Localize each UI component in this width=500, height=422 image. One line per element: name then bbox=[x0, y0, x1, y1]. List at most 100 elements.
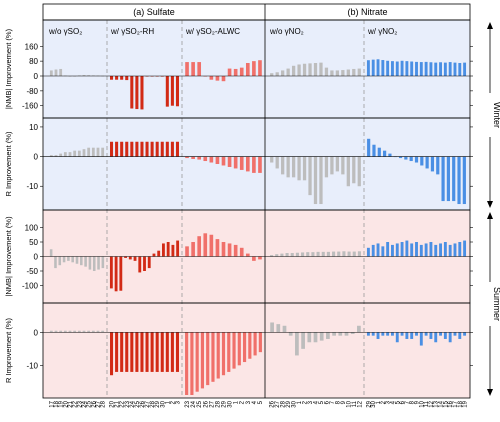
bar-summer-nmb-sulfate-rh-0 bbox=[119, 256, 123, 291]
bar-winter-nmb-sulfate-rh-0 bbox=[130, 76, 134, 109]
bar-winter-r-nitrate-g-0 bbox=[430, 156, 435, 172]
bar-winter-r-nitrate-0 bbox=[291, 156, 296, 178]
group-label-sulfate-0: w/o γSO₂ bbox=[48, 27, 82, 36]
bar-winter-r-sulfate-alwc-0 bbox=[239, 156, 244, 170]
bar-winter-nmb-sulfate-alwc-0 bbox=[252, 61, 256, 76]
bar-winter-nmb-nitrate-0 bbox=[313, 63, 318, 76]
bar-winter-r-nitrate-0 bbox=[313, 156, 318, 205]
bar-winter-r-nitrate-g-0 bbox=[377, 147, 381, 157]
header-band bbox=[42, 3, 471, 21]
x-tick-label: 25 bbox=[87, 400, 93, 407]
bar-winter-nmb-sulfate-rh-0 bbox=[115, 76, 119, 80]
bar-summer-r-sulfate-rh-0 bbox=[145, 332, 149, 372]
bar-winter-r-nitrate-g-0 bbox=[441, 156, 445, 202]
bar-summer-r-sulfate-rh-0 bbox=[165, 332, 169, 372]
bar-summer-nmb-sulfate-alwc-0 bbox=[227, 243, 232, 257]
bar-winter-r-nitrate-0 bbox=[308, 156, 312, 196]
bar-summer-r-sulfate-alwc-0 bbox=[190, 332, 194, 395]
x-tick-label: 28 bbox=[150, 400, 156, 407]
x-tick-label: 22 bbox=[120, 400, 126, 407]
bar-summer-nmb-sulfate-alwc-0 bbox=[203, 233, 208, 257]
bar-summer-nmb-sulfate-alwc-0 bbox=[185, 246, 189, 257]
bar-winter-r-nitrate-g-0 bbox=[367, 138, 371, 157]
y-tick-label: -10 bbox=[26, 361, 38, 370]
bar-winter-nmb-nitrate-0 bbox=[352, 68, 356, 76]
bar-winter-nmb-sulfate-alwc-0 bbox=[221, 76, 226, 82]
bar-summer-nmb-sulfate-rh-0 bbox=[143, 256, 146, 271]
bar-summer-r-nitrate-g-0 bbox=[376, 332, 380, 339]
x-tick-label: 19 bbox=[59, 400, 65, 407]
arrow-down-icon bbox=[487, 389, 493, 396]
bar-summer-nmb-nitrate-0 bbox=[321, 251, 325, 257]
bar-summer-nmb-nitrate-0 bbox=[332, 251, 336, 257]
y-tick-label: -160 bbox=[22, 102, 39, 111]
bar-summer-nmb-sulfate-0 bbox=[67, 256, 70, 261]
x-tick-label: 29 bbox=[155, 400, 161, 407]
x-tick-label: 30 bbox=[228, 400, 234, 407]
bar-winter-r-sulfate-alwc-0 bbox=[245, 156, 250, 172]
arrow-up-icon bbox=[487, 212, 493, 219]
column-title-nitrate: (b) Nitrate bbox=[347, 7, 387, 17]
bar-summer-r-nitrate-g-0 bbox=[434, 332, 438, 343]
x-tick-label: 26 bbox=[140, 400, 146, 407]
bar-winter-nmb-nitrate-g-0 bbox=[395, 61, 399, 76]
bar-summer-r-sulfate-alwc-0 bbox=[211, 332, 215, 382]
bar-winter-r-nitrate-0 bbox=[297, 156, 301, 181]
bar-summer-r-nitrate-g-0 bbox=[429, 332, 433, 339]
bar-summer-r-nitrate-g-0 bbox=[386, 332, 390, 336]
y-tick-label: 0 bbox=[34, 72, 39, 81]
bar-winter-r-sulfate-alwc-0 bbox=[221, 156, 226, 166]
y-tick-label: 0 bbox=[34, 253, 39, 262]
x-tick-label: 9 bbox=[341, 400, 347, 404]
x-tick-label: 3 bbox=[175, 400, 181, 404]
bar-summer-nmb-sulfate-rh-0 bbox=[133, 256, 137, 261]
x-tick-label: 7 bbox=[330, 400, 336, 404]
x-tick-label: 26 bbox=[270, 400, 276, 407]
x-tick-label: 20 bbox=[110, 400, 116, 407]
column-title-sulfate: (a) Sulfate bbox=[133, 7, 175, 17]
bar-winter-r-sulfate-0 bbox=[91, 147, 95, 157]
bar-summer-nmb-nitrate-g-0 bbox=[439, 243, 442, 257]
bar-summer-r-nitrate-0 bbox=[270, 322, 274, 333]
bar-winter-r-sulfate-0 bbox=[63, 152, 67, 157]
bar-summer-nmb-nitrate-g-0 bbox=[395, 243, 399, 257]
bar-summer-nmb-nitrate-0 bbox=[270, 255, 274, 257]
bar-summer-nmb-sulfate-alwc-0 bbox=[215, 239, 220, 257]
y-tick-label: 0 bbox=[34, 328, 39, 337]
bar-winter-nmb-sulfate-rh-0 bbox=[135, 76, 139, 110]
x-tick-label: 13 bbox=[434, 400, 440, 407]
bar-summer-r-sulfate-alwc-0 bbox=[216, 332, 220, 379]
bar-summer-nmb-nitrate-g-0 bbox=[434, 244, 438, 257]
bar-summer-nmb-nitrate-g-0 bbox=[366, 247, 370, 257]
x-tick-label: 29 bbox=[222, 400, 228, 407]
x-tick-label: 10 bbox=[346, 400, 352, 407]
bar-winter-r-sulfate-alwc-0 bbox=[233, 156, 238, 169]
y-tick-label: 50 bbox=[29, 238, 38, 247]
bar-summer-r-nitrate-g-0 bbox=[453, 332, 457, 336]
bar-summer-nmb-nitrate-0 bbox=[301, 252, 305, 257]
bar-winter-nmb-nitrate-g-0 bbox=[434, 62, 438, 76]
x-tick-label: 30 bbox=[371, 400, 377, 407]
bar-winter-nmb-sulfate-0 bbox=[49, 70, 53, 76]
bar-summer-nmb-nitrate-0 bbox=[280, 253, 284, 257]
x-tick-label: 30 bbox=[292, 400, 298, 407]
bar-winter-r-nitrate-g-0 bbox=[414, 156, 419, 163]
bar-summer-nmb-nitrate-g-0 bbox=[424, 243, 428, 257]
bar-summer-r-sulfate-0 bbox=[87, 330, 91, 333]
x-tick-label: 1 bbox=[234, 400, 240, 404]
bar-summer-nmb-nitrate-0 bbox=[311, 252, 315, 257]
x-tick-label: 18 bbox=[458, 400, 464, 407]
x-tick-label: 5 bbox=[319, 400, 325, 404]
x-tick-label: 4 bbox=[314, 400, 320, 404]
bar-summer-nmb-sulfate-alwc-0 bbox=[258, 256, 262, 260]
x-tick-label: 3 bbox=[386, 400, 392, 404]
x-tick-label: 29 bbox=[286, 400, 292, 407]
bar-summer-r-sulfate-0 bbox=[82, 330, 86, 333]
bar-winter-nmb-nitrate-0 bbox=[319, 62, 323, 76]
bar-winter-r-sulfate-0 bbox=[87, 147, 91, 157]
bar-winter-r-sulfate-0 bbox=[77, 150, 81, 157]
bar-summer-r-nitrate-0 bbox=[344, 332, 349, 336]
bar-winter-nmb-nitrate-0 bbox=[346, 69, 350, 76]
bar-summer-r-sulfate-rh-0 bbox=[120, 332, 124, 372]
